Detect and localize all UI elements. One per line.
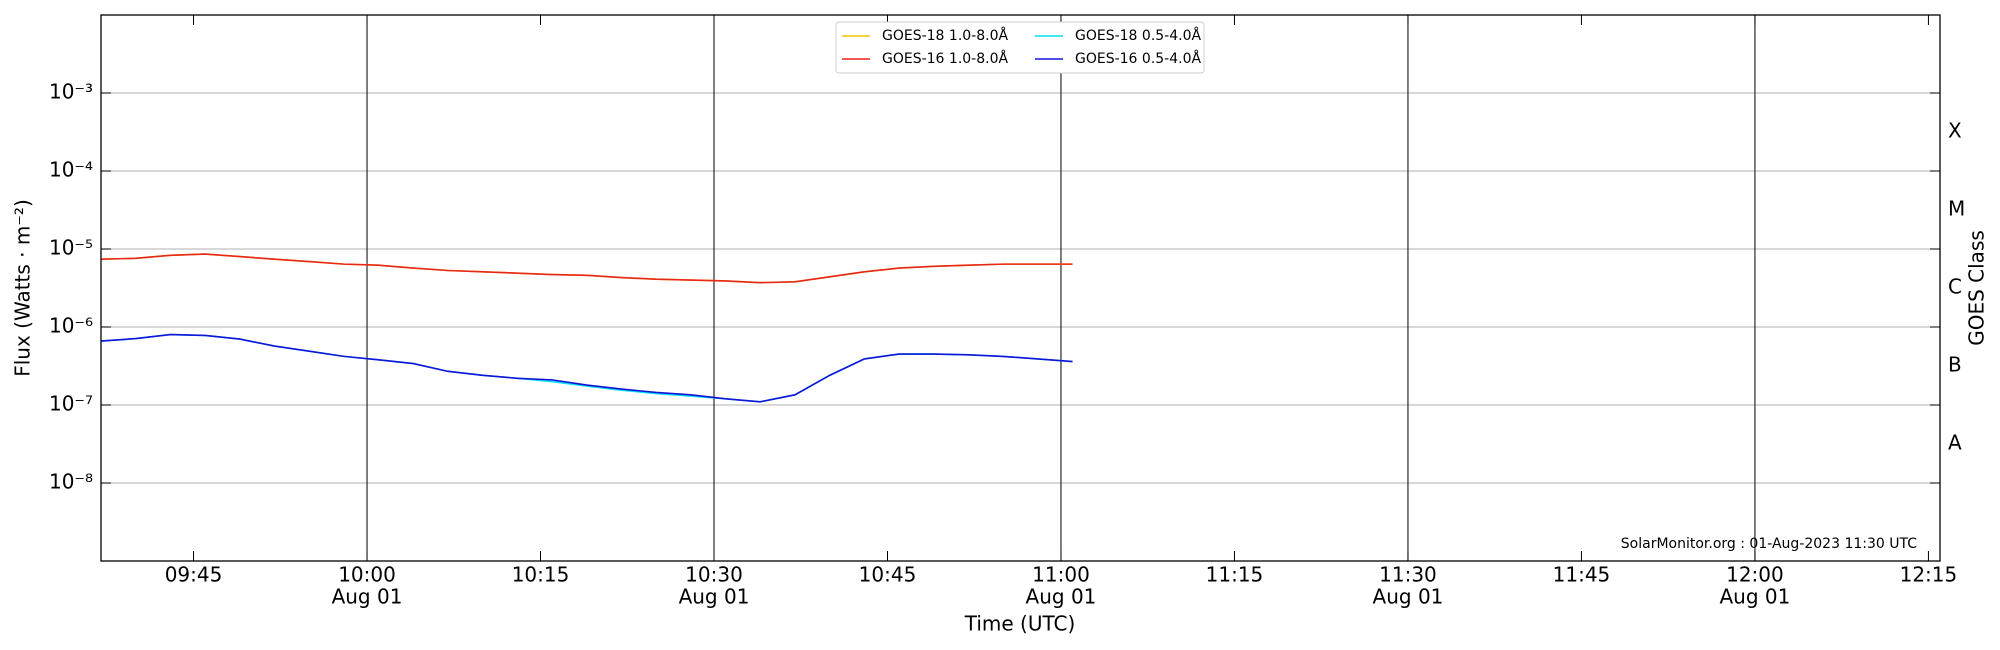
class-label: X <box>1948 119 1962 143</box>
x-tick-label: 11:45 <box>1553 563 1611 587</box>
legend-label: GOES-18 1.0-8.0Å <box>882 27 1008 44</box>
x-tick-label: 09:45 <box>165 563 223 587</box>
x-tick-sublabel: Aug 01 <box>332 585 403 609</box>
x-tick-label: 10:15 <box>512 563 570 587</box>
plot-frame <box>100 14 1941 562</box>
y-tick-label: 10⁻³ <box>49 80 93 104</box>
x-tick-label: 11:15 <box>1206 563 1264 587</box>
y-tick-label: 10⁻⁵ <box>49 236 93 260</box>
class-label: A <box>1948 431 1962 455</box>
class-label: M <box>1948 197 1965 221</box>
legend: GOES-18 1.0-8.0Å GOES-16 1.0-8.0Å GOES-18 … <box>835 21 1205 74</box>
x-tick-label: 10:45 <box>859 563 917 587</box>
class-label: B <box>1948 353 1962 377</box>
x-tick-sublabel: Aug 01 <box>1373 585 1444 609</box>
y2-axis-label: GOES Class <box>1965 230 1989 346</box>
y-tick-label: 10⁻⁶ <box>49 314 93 338</box>
class-label: C <box>1948 275 1962 299</box>
legend-box <box>835 21 1205 74</box>
x-tick-sublabel: Aug 01 <box>1026 585 1097 609</box>
series-line <box>100 253 1073 284</box>
series-line <box>100 333 1073 403</box>
x-tick-label: 12:15 <box>1900 563 1958 587</box>
x-tick-label: 10:30 <box>685 563 743 587</box>
x-axis-label: Time (UTC) <box>964 612 1076 636</box>
x-tick-sublabel: Aug 01 <box>679 585 750 609</box>
x-tick-sublabel: Aug 01 <box>1720 585 1791 609</box>
y-tick-label: 10⁻⁷ <box>49 392 93 416</box>
y-tick-label: 10⁻⁸ <box>49 470 93 494</box>
y-axis-label: Flux (Watts · m⁻²) <box>11 199 35 377</box>
x-tick-label: 11:00 <box>1032 563 1090 587</box>
footer-annotation: SolarMonitor.org : 01-Aug-2023 11:30 UTC <box>1621 536 1917 552</box>
x-tick-label: 10:00 <box>338 563 396 587</box>
y-tick-label: 10⁻⁴ <box>49 158 93 182</box>
x-tick-label: 11:30 <box>1379 563 1437 587</box>
legend-label: GOES-18 0.5-4.0Å <box>1075 27 1201 44</box>
legend-label: GOES-16 0.5-4.0Å <box>1075 50 1201 67</box>
x-tick-label: 12:00 <box>1726 563 1784 587</box>
legend-label: GOES-16 1.0-8.0Å <box>882 50 1008 67</box>
